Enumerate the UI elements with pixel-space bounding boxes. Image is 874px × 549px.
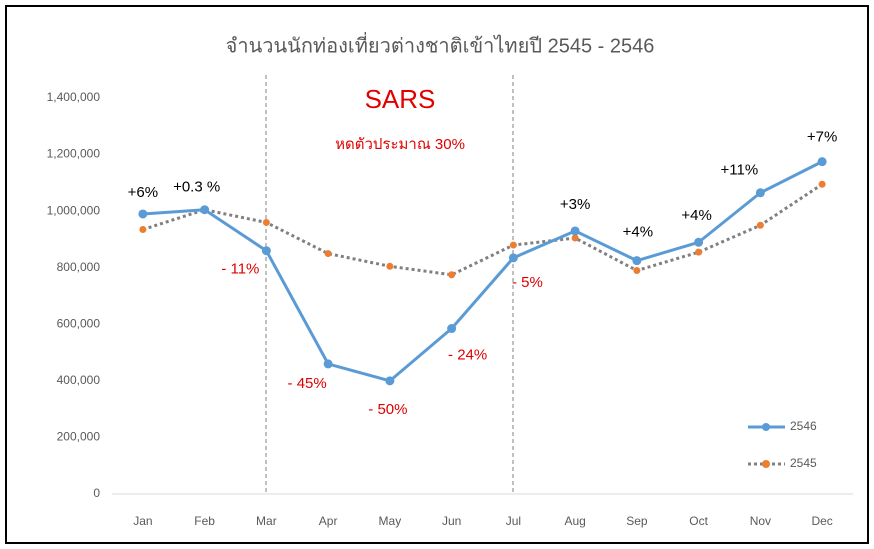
- legend-marker: [762, 460, 770, 468]
- x-tick-label: Jul: [506, 514, 521, 528]
- series-line: [142, 183, 823, 277]
- point: [386, 262, 394, 270]
- point: [633, 267, 641, 275]
- point: [755, 188, 765, 198]
- chart-frame: [5, 5, 869, 544]
- point: [139, 226, 147, 234]
- data-label: +0.3 %: [173, 179, 220, 196]
- point: [323, 359, 333, 369]
- callout-subtitle: หดตัวประมาณ 30%: [335, 136, 465, 153]
- point: [138, 209, 148, 219]
- y-tick-label: 600,000: [57, 316, 101, 330]
- callout-title: SARS: [365, 84, 436, 114]
- y-tick-label: 400,000: [57, 373, 101, 387]
- data-label: +4%: [681, 207, 711, 224]
- y-tick-label: 1,400,000: [47, 90, 101, 104]
- data-label: +11%: [721, 162, 759, 179]
- x-tick-label: Sep: [626, 514, 648, 528]
- y-tick-label: 0: [93, 486, 100, 500]
- x-tick-label: Oct: [689, 514, 708, 528]
- legend-label: 2545: [790, 456, 817, 470]
- point: [324, 250, 332, 258]
- y-tick-label: 200,000: [57, 430, 101, 444]
- point: [262, 218, 270, 226]
- point: [448, 271, 456, 279]
- x-tick-label: May: [379, 514, 402, 528]
- data-label: +3%: [560, 196, 590, 213]
- point: [570, 226, 580, 236]
- x-tick-label: Feb: [194, 514, 215, 528]
- y-tick-label: 1,000,000: [47, 203, 101, 217]
- data-label: - 50%: [368, 401, 407, 418]
- point: [447, 324, 457, 334]
- x-tick-label: Aug: [564, 514, 585, 528]
- point: [509, 241, 517, 249]
- data-label: +6%: [128, 184, 158, 201]
- point: [571, 234, 579, 242]
- x-tick-label: Jan: [133, 514, 152, 528]
- series-line: [142, 160, 823, 383]
- x-tick-label: Mar: [256, 514, 277, 528]
- data-label: - 45%: [288, 375, 327, 392]
- y-tick-label: 800,000: [57, 260, 101, 274]
- y-tick-label: 1,200,000: [47, 147, 101, 161]
- x-tick-label: Jun: [442, 514, 461, 528]
- point: [200, 205, 210, 215]
- x-tick-label: Dec: [811, 514, 832, 528]
- point: [695, 248, 703, 256]
- point: [385, 376, 395, 386]
- x-tick-label: Apr: [319, 514, 338, 528]
- data-label: +7%: [807, 129, 837, 146]
- data-label: +4%: [623, 224, 653, 241]
- data-label: - 11%: [221, 261, 259, 278]
- point: [632, 256, 642, 266]
- legend-label: 2546: [790, 419, 817, 433]
- point: [694, 237, 704, 247]
- point: [756, 221, 764, 229]
- point: [818, 180, 826, 188]
- point: [508, 253, 518, 263]
- x-tick-label: Nov: [750, 514, 771, 528]
- point: [817, 157, 827, 167]
- chart-title: จำนวนนักท่องเที่ยวต่างชาติเข้าไทยปี 2545…: [226, 31, 655, 57]
- data-label: - 5%: [512, 274, 543, 291]
- data-label: - 24%: [448, 346, 487, 363]
- legend-marker: [762, 423, 770, 431]
- point: [261, 246, 271, 256]
